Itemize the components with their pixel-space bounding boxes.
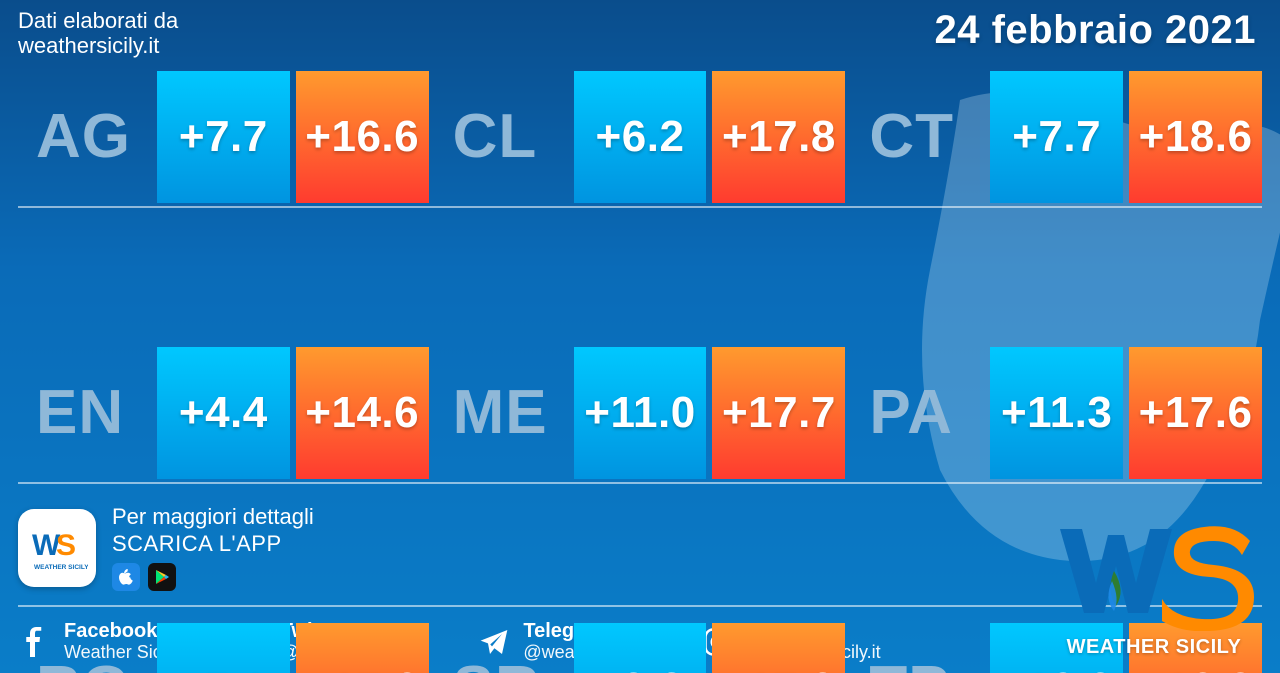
province-code: CT — [851, 71, 984, 203]
province-tmax: +17.6 — [1129, 347, 1262, 479]
province-tmin: +7.7 — [990, 71, 1123, 203]
province-code: ME — [435, 347, 568, 479]
ws-logo-icon — [1054, 511, 1254, 631]
province-code: PA — [851, 347, 984, 479]
brand-label: WEATHER SICILY — [1054, 636, 1254, 659]
province-tmin: +11.3 — [990, 347, 1123, 479]
province-code: RG — [18, 623, 151, 673]
province-tmin: +9.3 — [574, 623, 707, 673]
grid-row-separator — [18, 482, 1262, 484]
province-tmax: +17.7 — [712, 347, 845, 479]
province-tmax: +16.6 — [296, 71, 429, 203]
province-code: SR — [435, 623, 568, 673]
province-tmax: +14.6 — [296, 347, 429, 479]
header: Dati elaborati da weathersicily.it 24 fe… — [0, 0, 1280, 59]
brand-logo: WEATHER SICILY — [1054, 511, 1254, 659]
data-source: Dati elaborati da weathersicily.it — [18, 8, 178, 59]
province-tmin: +4.4 — [157, 347, 290, 479]
province-tmax: +18.6 — [1129, 71, 1262, 203]
province-tmin: +6.2 — [574, 71, 707, 203]
source-line1: Dati elaborati da — [18, 8, 178, 33]
province-tmin: +7.1 — [157, 623, 290, 673]
grid-row-separator — [18, 206, 1262, 208]
province-code: AG — [18, 71, 151, 203]
province-code: TP — [851, 623, 984, 673]
province-tmax: +17.8 — [712, 71, 845, 203]
province-tmax: +17.6 — [296, 623, 429, 673]
date-title: 24 febbraio 2021 — [935, 8, 1257, 53]
province-tmin: +7.7 — [157, 71, 290, 203]
source-line2: weathersicily.it — [18, 33, 178, 58]
province-code: EN — [18, 347, 151, 479]
province-code: CL — [435, 71, 568, 203]
province-tmin: +11.0 — [574, 347, 707, 479]
province-tmax: +17.9 — [712, 623, 845, 673]
